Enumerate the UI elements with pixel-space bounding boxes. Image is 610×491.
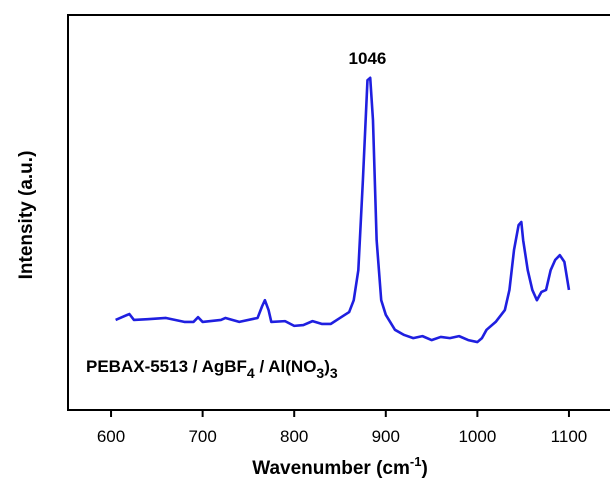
annotation-part: PEBAX-5513 / AgBF xyxy=(86,357,247,376)
annotation: PEBAX-5513 / AgBF4 / Al(NO3)3 xyxy=(86,357,338,381)
x-axis-label-sup: -1 xyxy=(410,454,422,469)
annotation-sub: 4 xyxy=(247,365,255,381)
peak-label: 1046 xyxy=(349,49,387,68)
x-tick-label: 900 xyxy=(372,427,400,446)
plot-frame xyxy=(67,14,610,411)
x-tick-label: 600 xyxy=(97,427,125,446)
annotation-part: ) xyxy=(324,357,330,376)
x-tick-label: 1000 xyxy=(458,427,496,446)
annotation-sub: 3 xyxy=(330,365,338,381)
y-axis-label: Intensity (a.u.) xyxy=(16,151,37,280)
x-tick-label: 1100 xyxy=(551,427,588,446)
annotation-sub: 3 xyxy=(316,365,324,381)
x-axis-label-part: ) xyxy=(421,458,427,479)
x-axis-label-part: Wavenumber (cm xyxy=(252,458,410,479)
x-tick-label: 700 xyxy=(188,427,216,446)
spectrum-line xyxy=(115,76,571,344)
x-axis-label: Wavenumber (cm-1) xyxy=(252,454,428,479)
x-tick-label: 800 xyxy=(280,427,308,446)
annotation-part: / Al(NO xyxy=(255,357,317,376)
